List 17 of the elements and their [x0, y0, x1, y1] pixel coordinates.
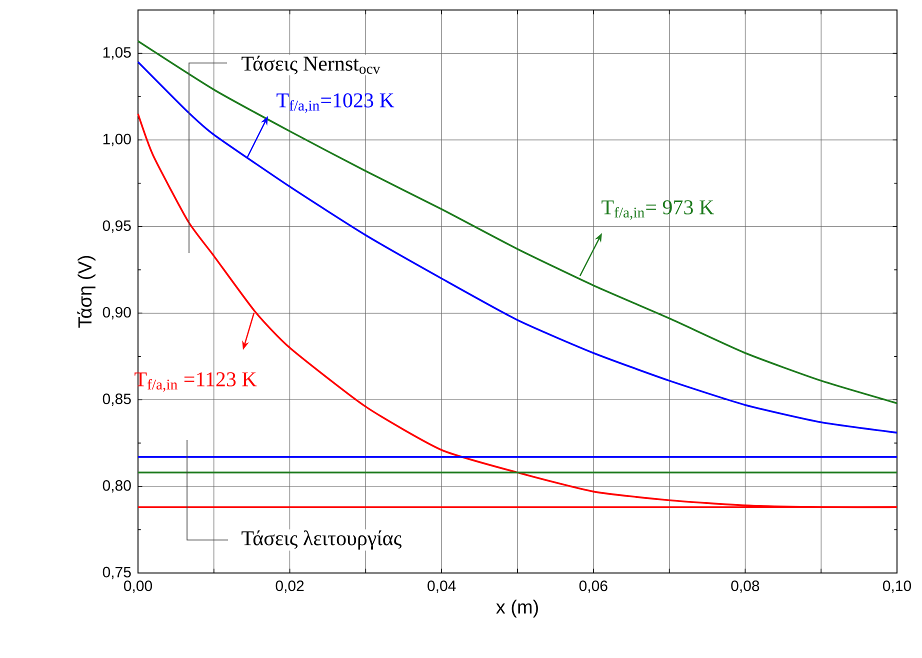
y-tick-label: 0,90: [102, 306, 131, 320]
annotation: Τάσεις Nernst$_{ocv}$: [242, 56, 380, 74]
y-tick-label: 0,95: [102, 220, 131, 233]
y-tick-label: 1,05: [103, 47, 131, 60]
y-axis-title: Τάση (V): [77, 256, 96, 328]
x-axis-title: x (m): [496, 600, 538, 618]
y-tick-label: 0,85: [102, 394, 131, 406]
x-tick-label: 0,00: [124, 580, 152, 593]
annotation: Τάσεις λειτουργίας: [242, 530, 402, 550]
y-tick-label: 0,80: [102, 480, 131, 493]
x-tick-label: 0,04: [428, 580, 456, 593]
x-tick-label: 0,06: [579, 580, 608, 593]
x-tick-label: 0,02: [276, 580, 304, 593]
y-tick-label: 0,75: [102, 566, 131, 580]
y-tick-label: 1,00: [103, 134, 131, 146]
x-tick-label: 0,10: [882, 580, 911, 593]
x-tick-label: 0,08: [731, 580, 760, 593]
